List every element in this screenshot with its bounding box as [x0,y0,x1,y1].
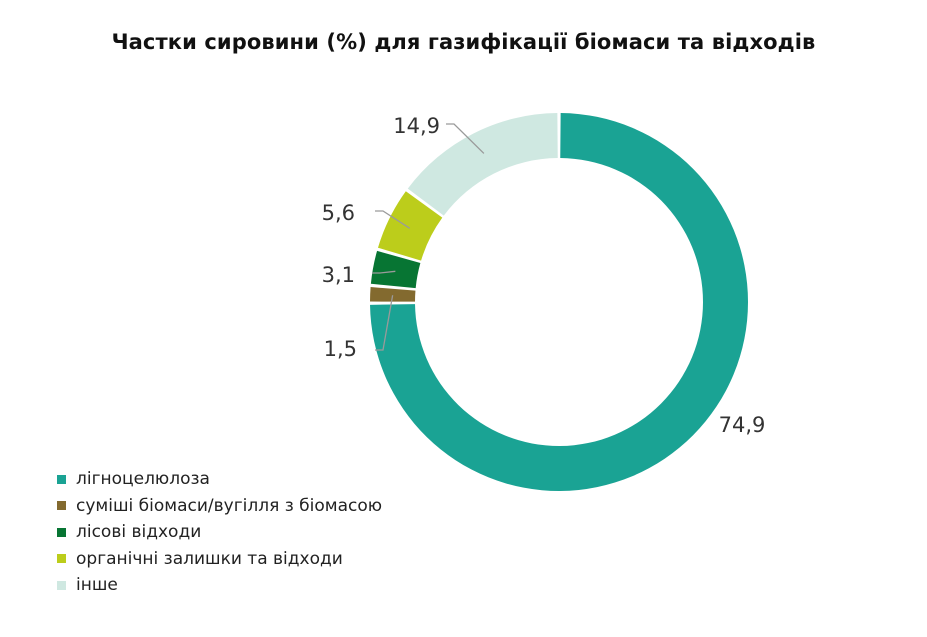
legend-item-4: органічні залишки та відходи [57,546,382,573]
value-label-4: 5,6 [322,201,355,225]
leader-line-4 [375,210,411,229]
legend-item-3: лісові відходи [57,519,382,546]
donut-slice-2 [370,287,416,302]
leader-line-2 [375,295,394,351]
donut-slice-4 [377,191,443,261]
value-label-2: 1,5 [324,337,357,361]
legend-item-2: суміші біомаси/вугілля з біомасою [57,493,382,520]
legend-label-4: органічні залишки та відходи [76,548,343,569]
legend-label-1: лігноцелюлоза [76,469,210,490]
legend-item-5: інше [57,572,382,599]
value-labels-group: 74,9 1,5 3,1 5,6 14,9 [322,114,766,437]
chart-title: Частки сировини (%) для газифікації біом… [111,30,816,54]
legend-swatch-1 [57,474,66,484]
leader-line-3 [372,270,396,274]
chart-legend: лігноцелюлоза суміші біомаси/вугілля з бі… [57,466,382,599]
value-label-3: 3,1 [322,263,355,287]
donut-slice-5 [407,113,558,216]
legend-swatch-3 [57,527,66,537]
slices-group [370,113,748,491]
legend-label-2: суміші біомаси/вугілля з біомасою [76,495,383,516]
legend-label-3: лісові відходи [76,522,202,543]
legend-label-5: інше [76,575,118,596]
legend-swatch-5 [57,580,66,590]
legend-swatch-2 [57,501,66,511]
leader-lines-group [372,123,485,351]
value-label-1: 74,9 [719,413,766,437]
value-label-5: 14,9 [393,114,440,138]
legend-swatch-4 [57,554,66,564]
donut-slice-3 [370,250,421,289]
legend-item-1: лігноцелюлоза [57,466,382,493]
leader-line-5 [446,123,485,154]
